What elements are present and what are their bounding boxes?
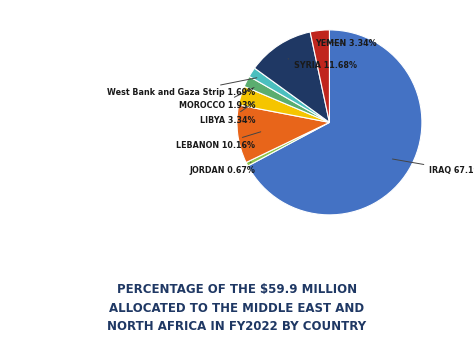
- Text: MOROCCO 1.93%: MOROCCO 1.93%: [179, 87, 255, 110]
- Text: SYRIA 11.68%: SYRIA 11.68%: [288, 59, 357, 70]
- Text: LEBANON 10.16%: LEBANON 10.16%: [176, 132, 261, 150]
- Text: YEMEN 3.34%: YEMEN 3.34%: [315, 39, 377, 48]
- Wedge shape: [244, 76, 329, 122]
- Text: JORDAN 0.67%: JORDAN 0.67%: [190, 162, 255, 175]
- Wedge shape: [238, 86, 329, 122]
- Wedge shape: [249, 68, 329, 122]
- Wedge shape: [255, 32, 329, 122]
- Text: West Bank and Gaza Strip 1.69%: West Bank and Gaza Strip 1.69%: [107, 78, 257, 97]
- Text: IRAQ 67.19%: IRAQ 67.19%: [392, 159, 474, 175]
- Text: LIBYA 3.34%: LIBYA 3.34%: [200, 102, 255, 125]
- Wedge shape: [237, 105, 329, 163]
- Wedge shape: [248, 30, 422, 215]
- Wedge shape: [310, 30, 329, 122]
- Wedge shape: [246, 122, 329, 166]
- Text: PERCENTAGE OF THE $59.9 MILLION
ALLOCATED TO THE MIDDLE EAST AND
NORTH AFRICA IN: PERCENTAGE OF THE $59.9 MILLION ALLOCATE…: [108, 283, 366, 333]
